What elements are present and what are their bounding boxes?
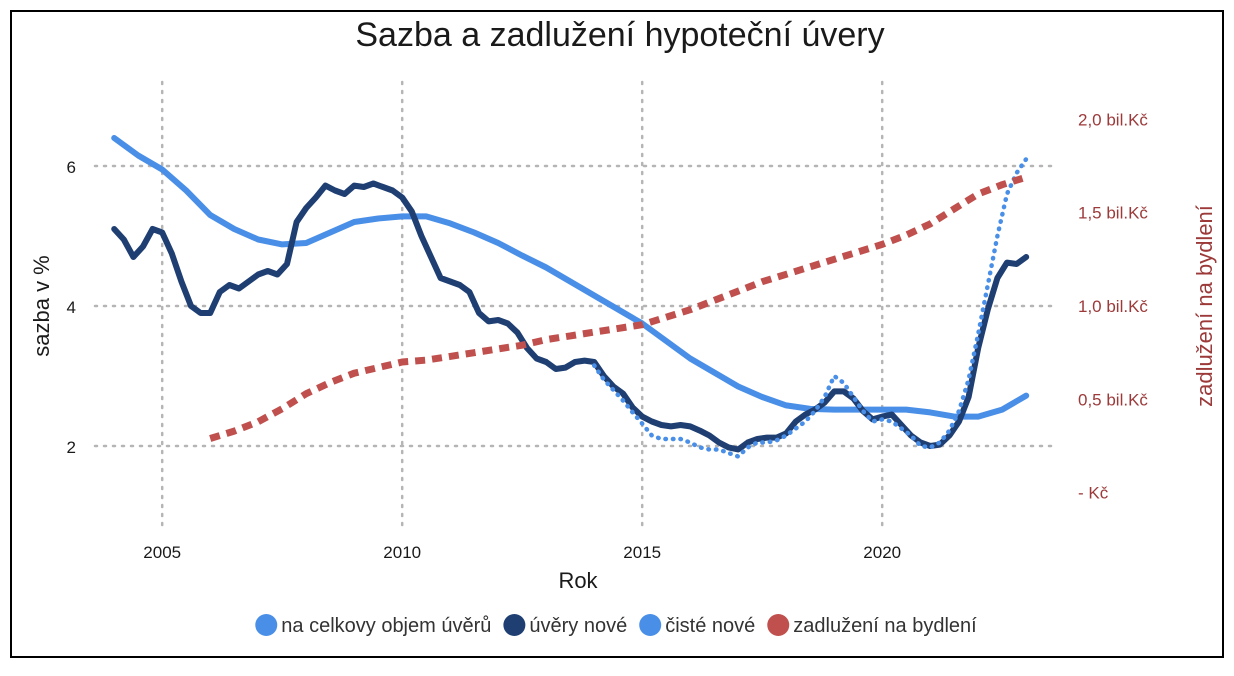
y-axis-label: sazba v %: [29, 255, 54, 357]
y2-tick-label: - Kč: [1078, 484, 1109, 503]
series-line-1: [111, 135, 1030, 420]
legend-label-2: úvěry nové: [529, 615, 627, 637]
legend-label-4: zadlužení na bydlení: [793, 615, 977, 637]
legend-marker-3: [639, 614, 662, 636]
y2-tick-label: 1,5 bil.Kč: [1078, 204, 1148, 223]
series-line-4: [209, 173, 1028, 442]
y2-tick-label: 2,0 bil.Kč: [1078, 110, 1148, 129]
chart-frame: [10, 10, 1224, 658]
x-axis-label: Rok: [558, 568, 598, 593]
ticks-layer: 2005 2010 2015 2020 2 4 6 - Kč 0,5 bil.Kč 1,0 bil…: [67, 110, 1149, 562]
series-line-3: [591, 156, 1029, 459]
x-tick-label: 2010: [383, 543, 421, 562]
x-tick-label: 2020: [863, 543, 901, 562]
legend-marker-2: [503, 614, 526, 636]
grid-layer: [93, 80, 1057, 532]
y2-tick-label: 1,0 bil.Kč: [1078, 297, 1148, 316]
y-tick-label: 4: [67, 298, 76, 317]
legend-marker-1: [255, 614, 278, 636]
y2-axis-label: zadlužení na bydlení: [1192, 205, 1217, 407]
x-tick-label: 2005: [143, 543, 181, 562]
y-tick-label: 6: [67, 158, 76, 177]
legend-label-3: čisté nové: [665, 615, 755, 637]
chart-title: Sazba a zadlužení hypoteční úvery: [355, 16, 884, 54]
y-tick-label: 2: [67, 438, 76, 457]
legend: na celkovy objem úvěrů úvěry nové čisté no…: [255, 614, 977, 637]
legend-label-1: na celkovy objem úvěrů: [281, 615, 491, 637]
x-tick-label: 2015: [623, 543, 661, 562]
series-layer: [111, 135, 1030, 459]
legend-marker-4: [767, 614, 790, 636]
y2-tick-label: 0,5 bil.Kč: [1078, 390, 1148, 409]
